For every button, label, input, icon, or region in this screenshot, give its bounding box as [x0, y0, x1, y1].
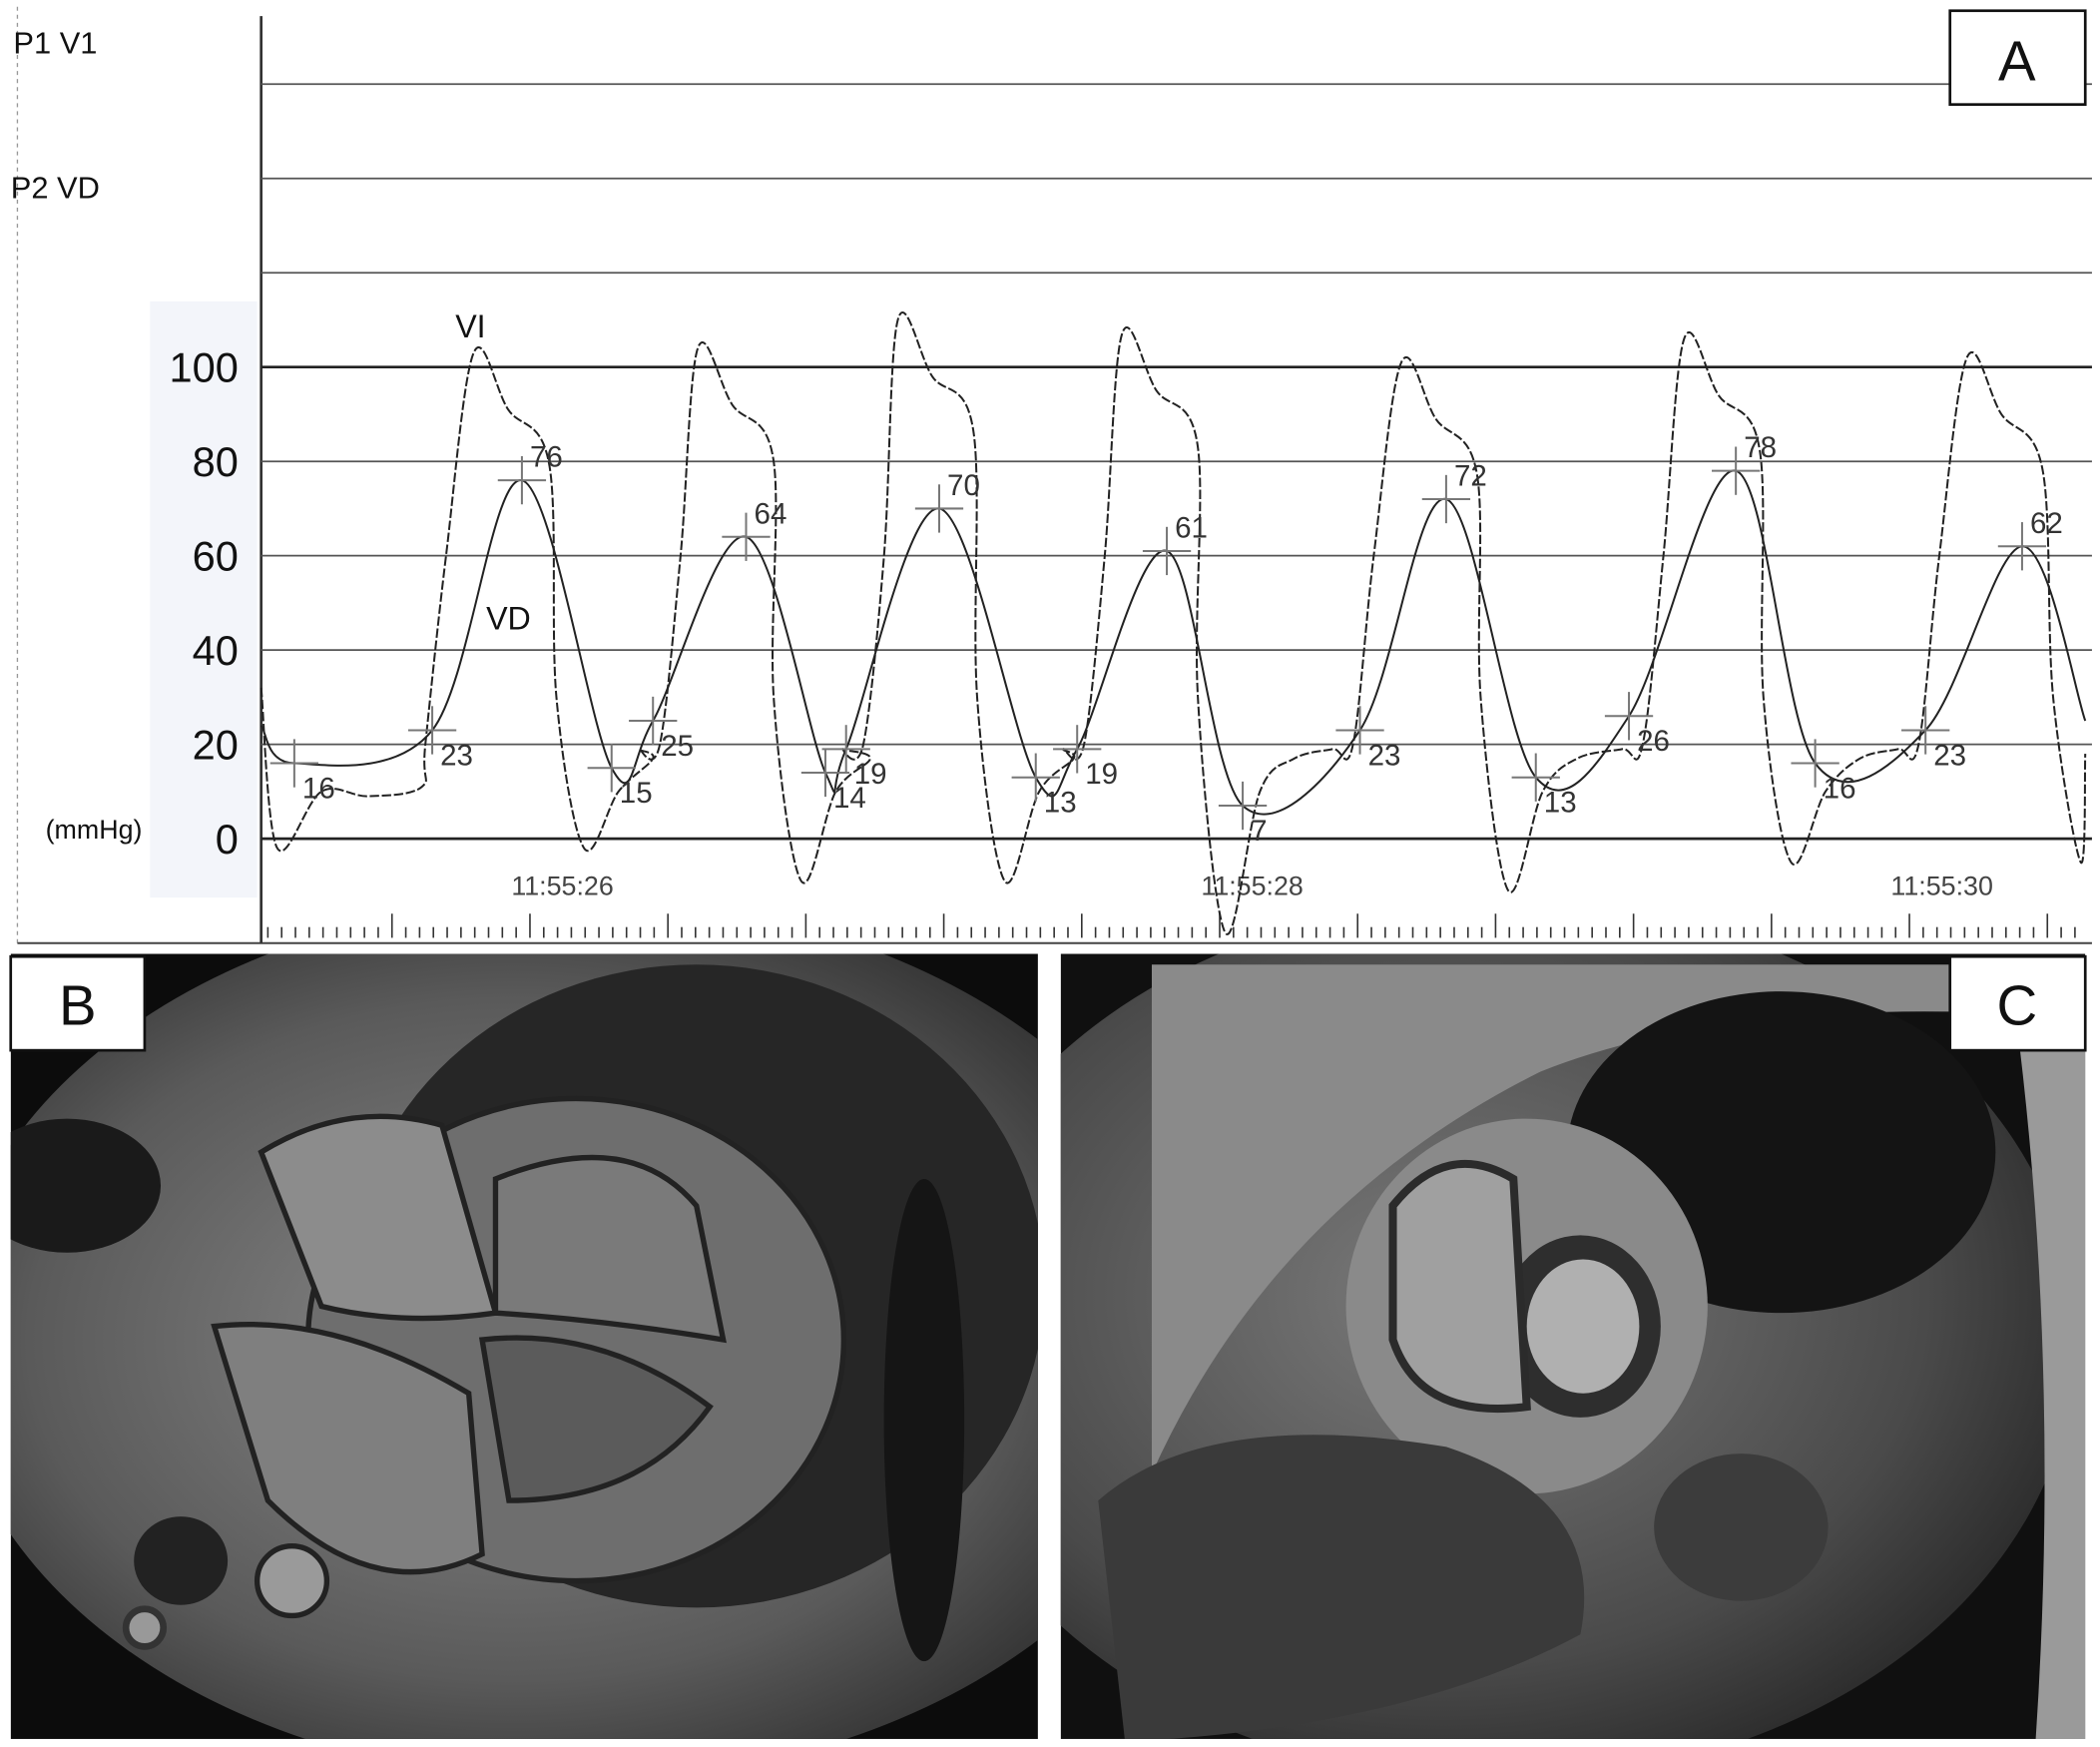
vd-value-label: 23 — [1933, 739, 1966, 772]
vd-pressure-trace — [260, 469, 2087, 816]
panel-label-c: C — [1996, 974, 2037, 1037]
vd-value-label: 7 — [1251, 815, 1267, 848]
vd-value-label: 70 — [947, 469, 980, 502]
time-tick-label: 11:55:26 — [511, 871, 613, 900]
panel-c-mri-short-axis: C — [1060, 953, 2087, 1739]
y-tick-labels: 0 20 40 60 80 100 — [169, 343, 238, 862]
vd-value-label: 19 — [854, 758, 887, 791]
vd-value-label: 16 — [302, 772, 335, 805]
time-tick-label: 11:55:30 — [1890, 871, 1992, 900]
y-tick-label: 0 — [216, 816, 239, 863]
time-tick-label: 11:55:28 — [1201, 871, 1303, 900]
time-axis: 11:55:26 11:55:28 11:55:30 — [266, 871, 2076, 938]
vd-value-label: 76 — [530, 441, 563, 474]
vd-value-label: 72 — [1454, 460, 1487, 493]
vd-value-label: 25 — [661, 730, 694, 763]
panel-label-b: B — [59, 974, 97, 1037]
vd-value-label: 23 — [1368, 739, 1401, 772]
vd-value-label: 23 — [440, 739, 473, 772]
vi-pressure-trace — [260, 310, 2087, 935]
panel-label-box-b — [9, 954, 147, 1052]
vd-value-label: 13 — [1544, 787, 1577, 820]
gridlines — [261, 83, 2092, 841]
y-label-background — [150, 300, 258, 898]
vd-value-label: 64 — [755, 497, 788, 530]
vd-value-label: 13 — [1044, 787, 1077, 820]
panel-b-mri-four-chamber: B — [9, 953, 1038, 1739]
vd-value-label: 14 — [833, 782, 866, 815]
y-axis-unit-label: (mmHg) — [46, 815, 143, 845]
vd-annotations: 1623761525641419701319617237213267816236… — [269, 431, 2063, 848]
y-tick-label: 100 — [169, 343, 238, 390]
vd-value-label: 15 — [620, 777, 653, 810]
vd-value-label: 26 — [1637, 725, 1670, 758]
series-label-vi: VI — [455, 308, 485, 344]
panel-a-pressure-tracing: P1 V1 P2 VD 0 20 40 60 80 100 (mmHg) 11:55:26… — [10, 6, 2092, 945]
traces — [260, 310, 2087, 935]
vd-value-label: 78 — [1744, 431, 1777, 464]
channel-label-p2: P2 VD — [11, 171, 100, 206]
vd-value-label: 61 — [1175, 512, 1208, 545]
vd-value-label: 16 — [1824, 772, 1856, 805]
y-tick-label: 40 — [193, 627, 239, 674]
panel-label-box-c — [1948, 954, 2087, 1052]
panel-label-box-a — [1948, 9, 2087, 107]
series-label-vd: VD — [486, 601, 531, 637]
y-tick-label: 80 — [193, 438, 239, 485]
channel-label-p1: P1 V1 — [13, 26, 97, 61]
y-tick-label: 20 — [193, 721, 239, 768]
vd-value-label: 19 — [1085, 758, 1118, 791]
vd-value-label: 62 — [2030, 507, 2063, 540]
panel-label-a: A — [1998, 30, 2036, 93]
y-tick-label: 60 — [193, 532, 239, 579]
